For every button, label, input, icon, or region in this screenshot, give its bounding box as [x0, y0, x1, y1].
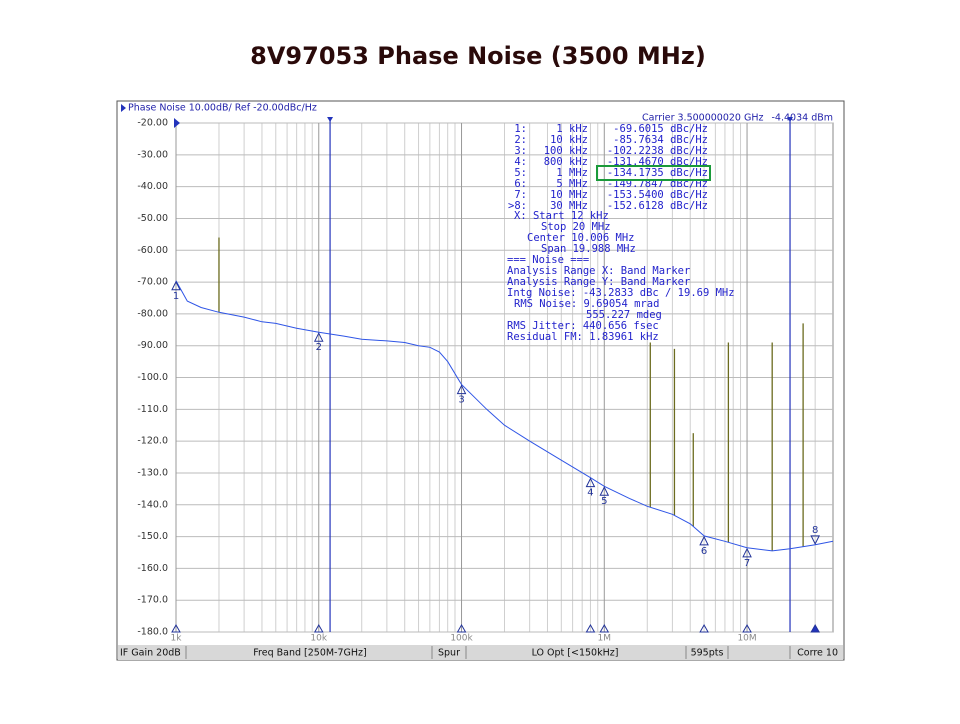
marker	[810, 535, 820, 545]
y-tick-label: -120.0	[137, 436, 168, 447]
table-freq: 1 MHz	[556, 167, 588, 179]
trace	[175, 280, 834, 552]
axis-marker	[171, 623, 181, 633]
stat-line: X: Start 12 kHz	[514, 210, 609, 222]
y-tick-label: -80.00	[137, 308, 168, 319]
stat-line: === Noise ===	[507, 254, 589, 266]
axis-marker	[810, 623, 821, 633]
marker-label: 2	[316, 342, 322, 353]
power: -4.4034 dBm	[772, 113, 834, 124]
marker	[171, 280, 181, 291]
x-tick-label: 100k	[450, 634, 473, 644]
y-tick-label: -170.0	[137, 595, 168, 606]
y-tick-label: -130.0	[137, 467, 168, 478]
marker	[599, 486, 610, 496]
status-bar	[118, 645, 843, 660]
ref-marker	[174, 118, 180, 128]
status-cell: Freq Band [250M-7GHz]	[253, 648, 366, 659]
x-tick-label: 10k	[310, 634, 327, 644]
y-tick-label: -110.0	[137, 404, 168, 415]
axis-marker	[742, 623, 752, 633]
y-tick-label: -160.0	[137, 563, 168, 574]
table-value: -85.7634 dBc/Hz	[613, 134, 708, 146]
stat-line: RMS Jitter: 440.656 fsec	[507, 320, 659, 332]
marker-label: 6	[701, 546, 707, 557]
y-tick-label: -60.00	[137, 245, 168, 256]
y-tick-label: -100.0	[137, 372, 168, 383]
marker	[742, 547, 752, 558]
axis-marker	[585, 623, 596, 633]
y-tick-label: -70.00	[137, 277, 168, 288]
status-cell: LO Opt [<150kHz]	[532, 648, 619, 659]
table-value: -152.6128 dBc/Hz	[607, 200, 708, 212]
page-title: 8V97053 Phase Noise (3500 MHz)	[250, 42, 706, 70]
x-tick-label: 1M	[598, 634, 612, 644]
table-label: 6:	[514, 178, 527, 190]
marker-label: 5	[601, 496, 607, 507]
x-tick-label: 1k	[171, 634, 183, 644]
trace-icon	[121, 104, 126, 112]
status-cell: IF Gain 20dB	[120, 648, 181, 659]
band-marker-head	[327, 117, 334, 122]
table-label: 2:	[514, 134, 527, 146]
y-tick-label: -90.00	[137, 340, 168, 351]
table-freq: 10 kHz	[550, 134, 588, 146]
stat-line: 555.227 mdeg	[586, 309, 662, 321]
marker	[585, 477, 596, 488]
marker	[313, 332, 324, 342]
marker-label: 3	[458, 395, 464, 406]
marker	[456, 384, 467, 395]
x-tick-label: 10M	[737, 634, 756, 644]
y-tick-label: -20.00	[137, 118, 168, 129]
axis-marker	[699, 623, 709, 633]
highlight-box	[596, 165, 711, 181]
stat-line: RMS Noise: 9.69054 mrad	[514, 298, 659, 310]
table-freq: 10 MHz	[550, 189, 588, 201]
table-value: -102.2238 dBc/Hz	[607, 145, 708, 157]
stat-line: Analysis Range X: Band Marker	[507, 265, 690, 277]
stat-line: Stop 20 MHz	[541, 221, 611, 233]
marker-label: 1	[173, 291, 179, 302]
carrier: Carrier 3.500000020 GHz	[642, 113, 763, 124]
table-value: -153.5400 dBc/Hz	[607, 189, 708, 201]
header: Phase Noise 10.00dB/ Ref -20.00dBc/Hz	[128, 103, 317, 114]
marker-label: 4	[587, 488, 593, 499]
table-freq: 800 kHz	[544, 156, 588, 168]
table-freq: 1 kHz	[556, 123, 588, 135]
stat-line: Span 19.988 MHz	[541, 243, 636, 255]
stat-line: Analysis Range Y: Band Marker	[507, 276, 690, 288]
table-value: -134.1735 dBc/Hz	[607, 167, 708, 179]
marker-label: 8	[812, 525, 818, 536]
status-cell: 595pts	[691, 648, 724, 659]
table-label: 7:	[514, 189, 527, 201]
table-freq: 5 MHz	[556, 178, 588, 190]
y-tick-label: -40.00	[137, 181, 168, 192]
marker	[699, 535, 709, 546]
status-cell: Spur	[438, 648, 460, 659]
table-label: 5:	[514, 167, 527, 179]
stat-line: Center 10.006 MHz	[527, 232, 634, 244]
y-tick-label: -150.0	[137, 531, 168, 542]
axis-marker	[313, 623, 324, 633]
status-cell: Corre 10	[797, 648, 838, 659]
table-value: -69.6015 dBc/Hz	[613, 123, 708, 135]
stat-line: Residual FM: 1.83961 kHz	[507, 331, 659, 343]
y-tick-label: -140.0	[137, 499, 168, 510]
table-label: >8:	[508, 200, 527, 212]
table-label: 1:	[514, 123, 527, 135]
axis-marker	[456, 623, 467, 633]
table-label: 4:	[514, 156, 527, 168]
table-freq: 100 kHz	[544, 145, 588, 157]
y-tick-label: -30.00	[137, 149, 168, 160]
y-tick-label: -180.0	[137, 627, 168, 638]
table-label: 3:	[514, 145, 527, 157]
stat-line: Intg Noise: -43.2833 dBc / 19.69 MHz	[507, 287, 735, 299]
axis-marker	[599, 623, 610, 633]
band-marker-head	[787, 117, 794, 122]
y-tick-label: -50.00	[137, 213, 168, 224]
table-freq: 30 MHz	[550, 200, 588, 212]
marker-label: 7	[744, 558, 750, 569]
